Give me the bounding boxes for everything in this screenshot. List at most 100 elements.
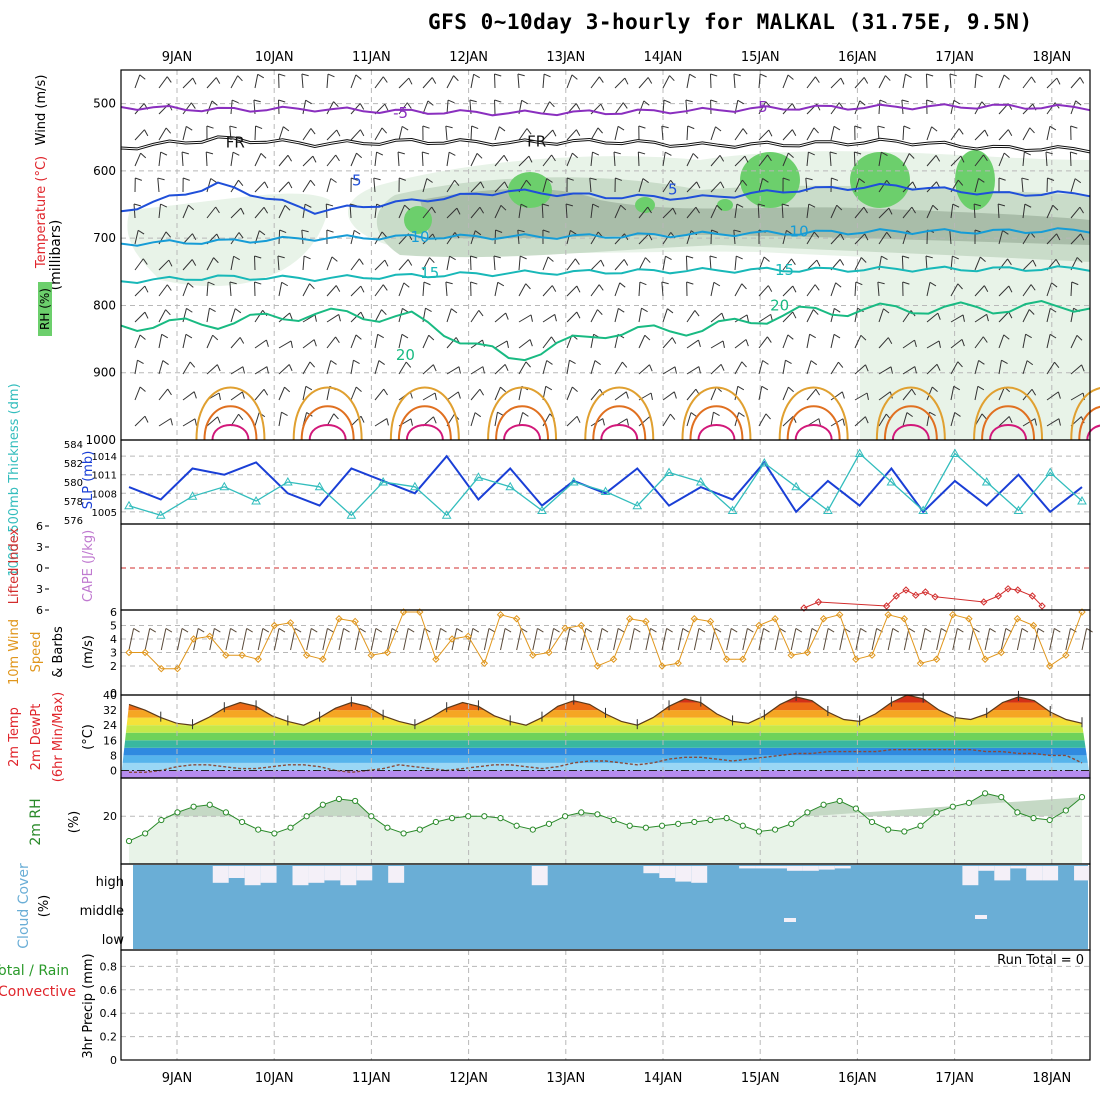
wind-barb-flag bbox=[257, 73, 265, 79]
wind-barb bbox=[326, 314, 341, 323]
wind-barb-shaft bbox=[301, 74, 304, 89]
wind-barb bbox=[158, 284, 172, 297]
wind-barb-shaft bbox=[182, 334, 187, 349]
wind-barb-flag bbox=[860, 257, 867, 263]
wind-barb-shaft bbox=[878, 152, 882, 167]
wind-barb-shaft bbox=[158, 152, 162, 167]
x-date-label-top: 17JAN bbox=[935, 50, 974, 65]
wind-barb-shaft bbox=[230, 391, 243, 401]
wind-barb bbox=[902, 388, 916, 401]
wind-barb bbox=[1046, 125, 1057, 141]
wind-barb bbox=[984, 628, 996, 651]
wind-barb bbox=[806, 231, 820, 245]
wind-barb-flag bbox=[284, 386, 291, 393]
wind-barb-flag bbox=[279, 229, 287, 234]
wind-barb bbox=[677, 628, 690, 651]
rh2m-marker bbox=[852, 805, 859, 812]
rh2m-marker bbox=[529, 826, 536, 833]
wind-barb-flag bbox=[546, 360, 553, 365]
wind-barb bbox=[902, 153, 915, 167]
wind-barb bbox=[302, 339, 317, 349]
wind-barb-shaft bbox=[1070, 77, 1081, 89]
wind-barb-flag bbox=[397, 151, 405, 155]
wind-barb-flag bbox=[842, 418, 845, 426]
wind-barb-shaft bbox=[782, 386, 789, 401]
cloud-high-bar bbox=[531, 866, 548, 886]
wind-barb-flag bbox=[404, 204, 411, 211]
wind-barb-flag bbox=[1049, 333, 1057, 339]
wind-speed-marker bbox=[932, 655, 941, 663]
wind-barb-flag bbox=[517, 229, 525, 233]
wind-barb-shaft bbox=[254, 388, 265, 401]
wind-barb-shaft bbox=[782, 74, 789, 89]
wind-tick-label: 5 bbox=[110, 620, 117, 633]
wind-barb bbox=[614, 102, 628, 115]
wind-barb bbox=[806, 259, 821, 271]
wind-barb-flag bbox=[454, 179, 460, 187]
cloud-high-bar bbox=[244, 866, 261, 886]
wind-barb-shaft bbox=[709, 73, 712, 89]
wind-barb-flag bbox=[976, 73, 983, 78]
wind-barb bbox=[422, 392, 437, 401]
wind10m-axis-label-4: (m/s) bbox=[81, 635, 96, 669]
wind-barb bbox=[902, 181, 917, 193]
wind-barb-flag bbox=[281, 411, 288, 417]
wind-barb bbox=[710, 628, 722, 651]
wind-barb-flag bbox=[961, 339, 965, 347]
x-date-label-bottom: 18JAN bbox=[1032, 1071, 1071, 1086]
wind-barb bbox=[734, 128, 748, 141]
wind-barb-flag bbox=[575, 103, 581, 110]
wind-barb-flag bbox=[399, 177, 406, 181]
wind-barb-shaft bbox=[662, 256, 666, 271]
wind-barb-flag bbox=[881, 151, 888, 156]
wind-barb-flag bbox=[358, 258, 364, 265]
wind-barb-flag bbox=[546, 178, 553, 183]
wind-barb bbox=[374, 259, 389, 271]
minmax-axis-label: (6hr Min/Max) bbox=[51, 692, 66, 782]
wind-barb-flag bbox=[186, 125, 193, 131]
wind-barb-shaft bbox=[710, 363, 722, 375]
wind-barb-flag bbox=[902, 281, 910, 285]
wind-barb-flag bbox=[808, 203, 816, 208]
rh2m-marker bbox=[287, 824, 294, 831]
wind-barb bbox=[422, 206, 436, 219]
wind-barb-flag bbox=[888, 207, 893, 215]
wind-barb-shaft bbox=[902, 366, 916, 375]
wind-barb bbox=[638, 100, 650, 115]
wind-barb-shaft bbox=[350, 152, 357, 167]
wind-barb-flag bbox=[1049, 125, 1057, 131]
wind-barb-flag bbox=[663, 99, 671, 104]
wind-barb-flag bbox=[480, 181, 485, 189]
wind-barb-shaft bbox=[949, 74, 952, 89]
wind-barb-shaft bbox=[974, 313, 987, 323]
wind-barb bbox=[446, 366, 461, 375]
wind-barb-shaft bbox=[734, 283, 743, 297]
wind-barb-shaft bbox=[542, 101, 551, 115]
wind-barb-flag bbox=[733, 73, 741, 77]
wind-barb-flag bbox=[403, 282, 410, 288]
wind-barb-flag bbox=[641, 307, 648, 313]
wind-speed-marker bbox=[819, 615, 828, 623]
wind-barb-flag bbox=[1079, 206, 1084, 214]
warm-isotherm-loop bbox=[794, 424, 833, 441]
wind-barb-shaft bbox=[853, 151, 856, 167]
rh2m-marker bbox=[1030, 815, 1037, 822]
wind-barb bbox=[902, 412, 913, 427]
wind-barb-flag bbox=[620, 204, 627, 211]
wind-barb-flag bbox=[908, 153, 915, 159]
wind-barb-shaft bbox=[302, 386, 307, 401]
wind-barb-flag bbox=[647, 77, 653, 84]
rh2m-marker bbox=[820, 801, 827, 808]
wind-barb-shaft bbox=[1022, 127, 1031, 141]
wind-barb-flag bbox=[133, 203, 141, 207]
wind-barb-shaft bbox=[422, 335, 430, 349]
wind-barb-flag bbox=[408, 77, 413, 85]
wind-barb-flag bbox=[301, 229, 309, 233]
wind-barb-flag bbox=[763, 628, 770, 633]
wind-barb-shaft bbox=[926, 386, 933, 401]
wind-barb-shaft bbox=[662, 337, 673, 349]
wind-barb-flag bbox=[905, 73, 912, 79]
wind-barb-flag bbox=[160, 203, 168, 208]
wind-barb-shaft bbox=[566, 386, 573, 401]
wind-barb-flag bbox=[422, 125, 430, 129]
